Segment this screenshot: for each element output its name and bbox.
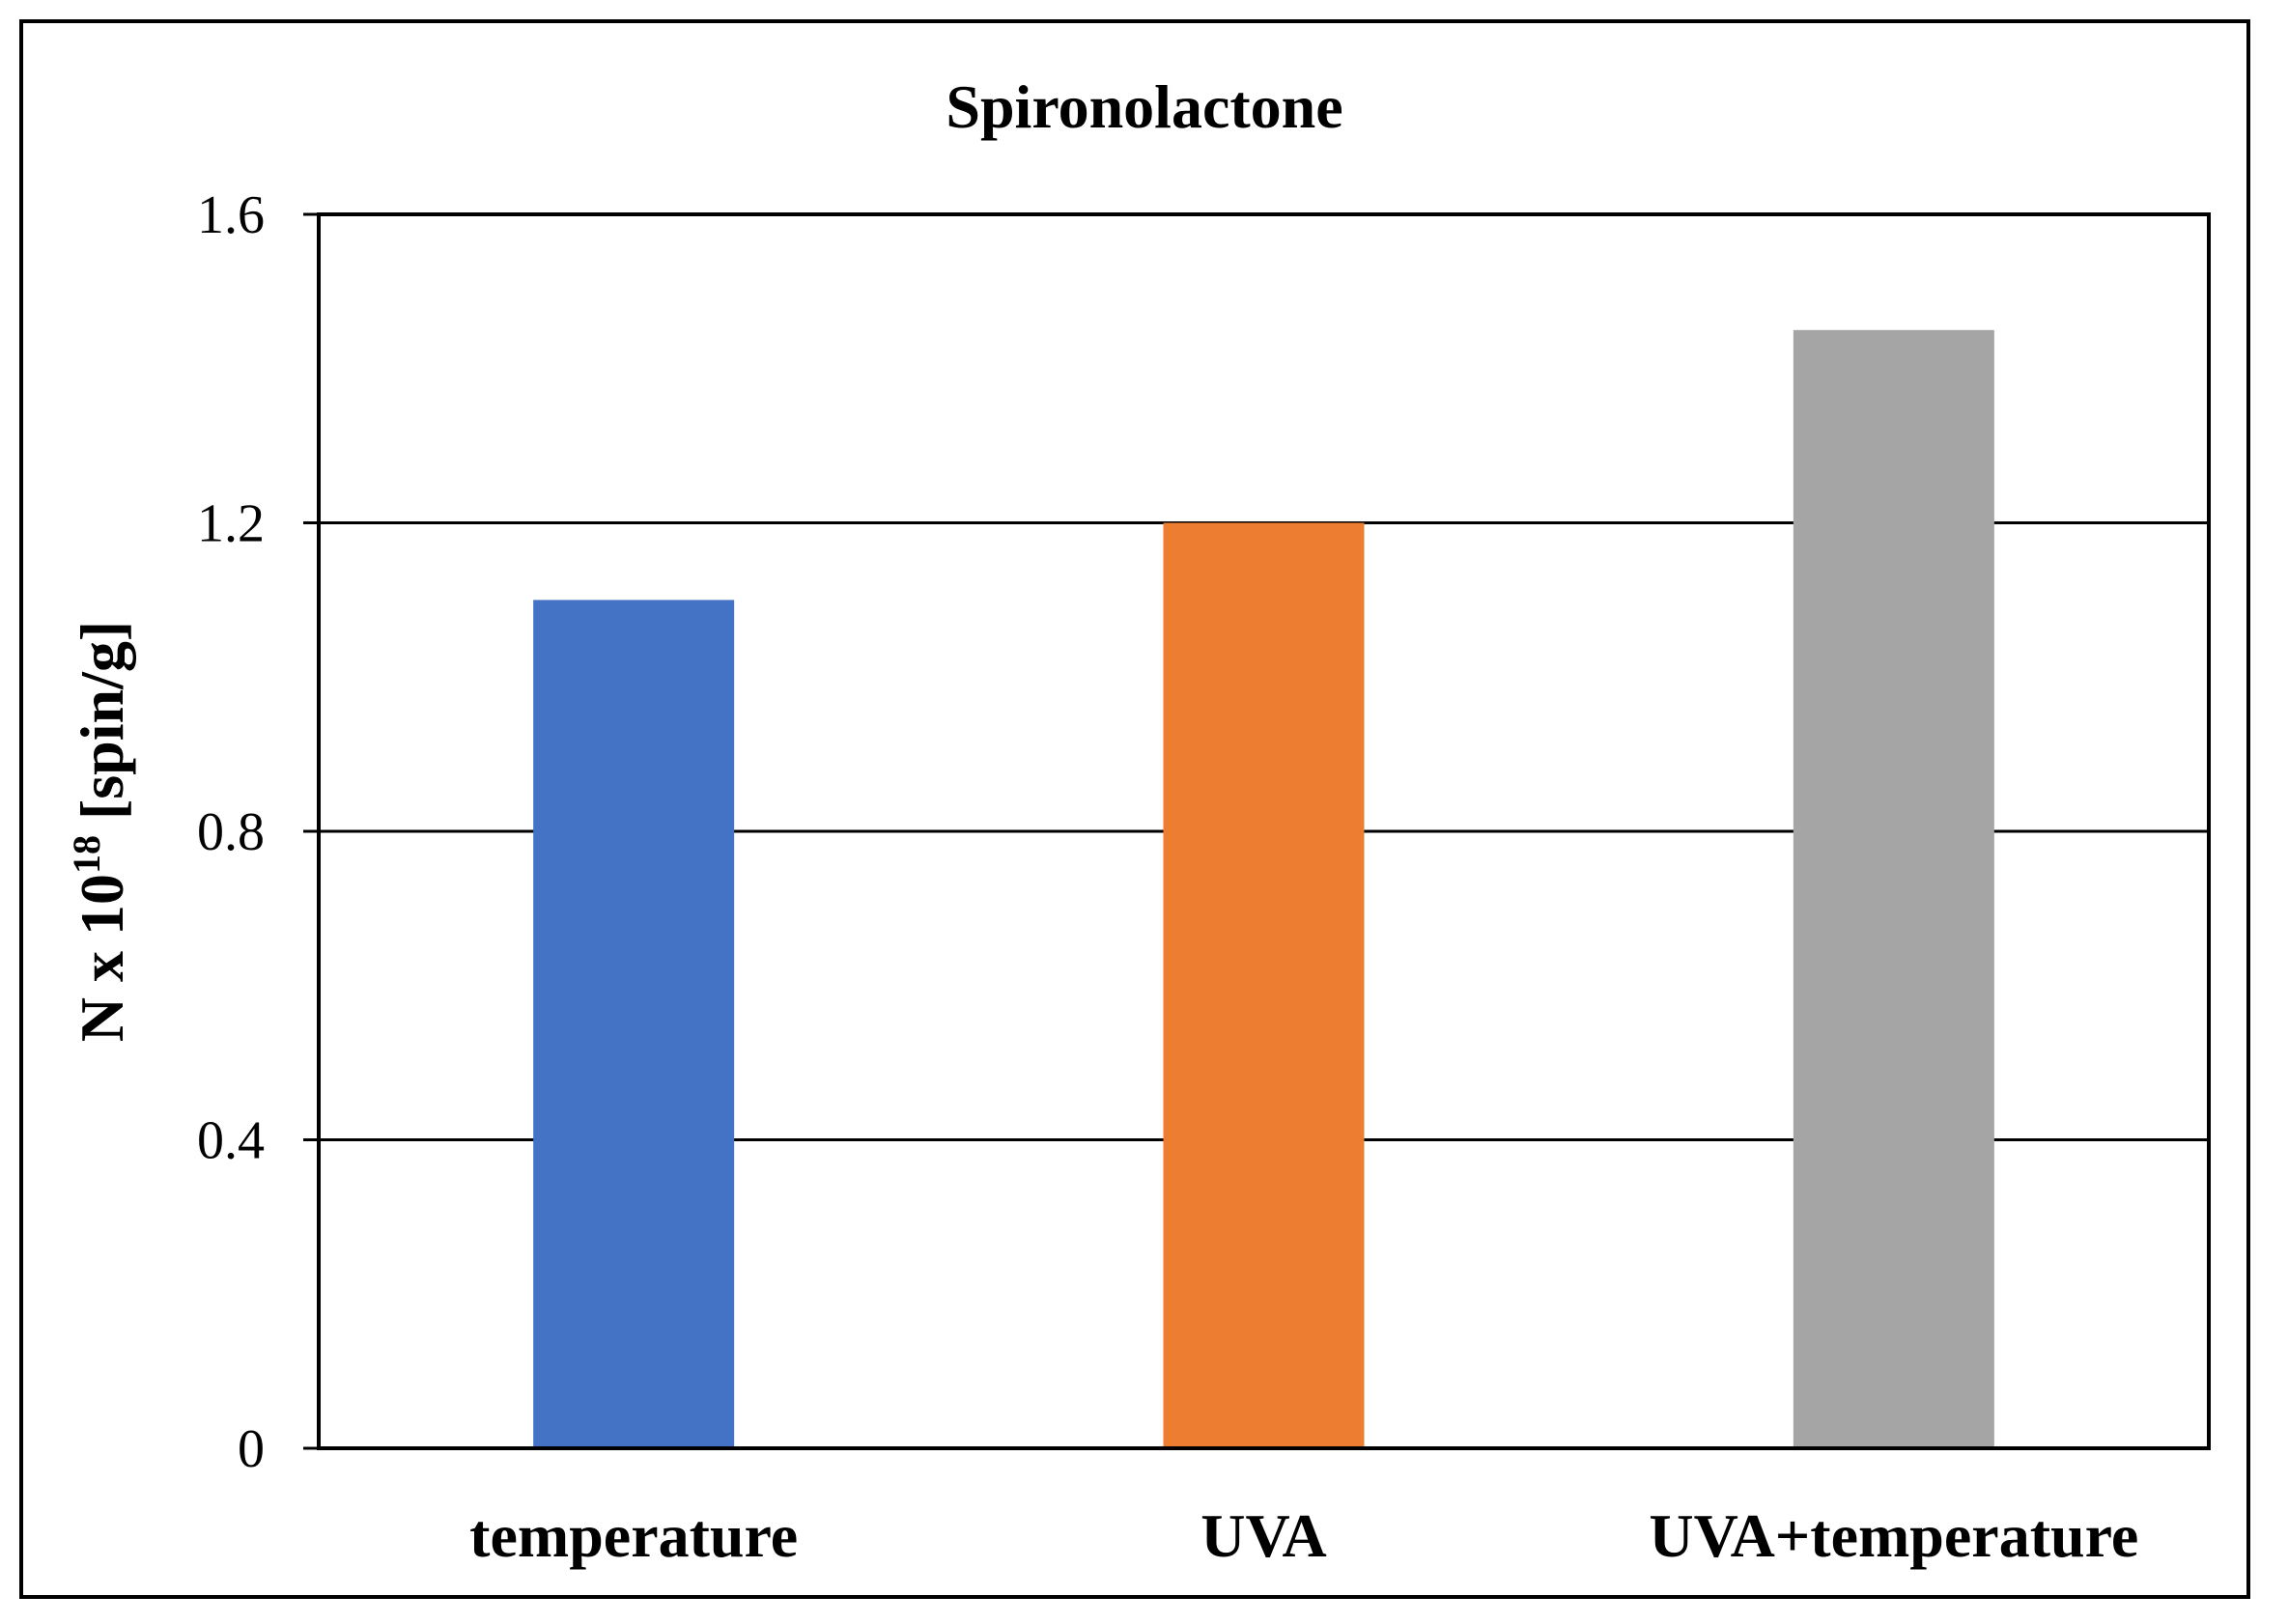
x-category-label: temperature [469, 1501, 798, 1570]
bars [533, 329, 1994, 1448]
y-tick-label: 0.4 [197, 1111, 265, 1171]
y-axis-label-superscript: 18 [65, 835, 108, 874]
y-axis-label: N x 1018 [spin/g] [65, 621, 136, 1043]
y-tick-label: 1.2 [197, 494, 265, 554]
bar-temperature [533, 600, 735, 1448]
y-axis-label-prefix: N x 10 [68, 874, 136, 1042]
y-axis-label-suffix: [spin/g] [68, 621, 136, 835]
y-tick-label: 1.6 [197, 185, 265, 245]
y-axis-ticks: 0 0.4 0.8 1.2 1.6 [197, 185, 319, 1479]
x-category-label: UVA+temperature [1649, 1501, 2138, 1570]
y-tick-label: 0.8 [197, 802, 265, 862]
chart-title: Spironolactone [946, 72, 1342, 141]
x-axis-categories: temperature UVA UVA+temperature [469, 1501, 2138, 1570]
bar-uva-temperature [1793, 329, 1994, 1448]
y-tick-label: 0 [238, 1419, 265, 1479]
bar-uva [1163, 522, 1365, 1448]
x-category-label: UVA [1200, 1501, 1326, 1570]
